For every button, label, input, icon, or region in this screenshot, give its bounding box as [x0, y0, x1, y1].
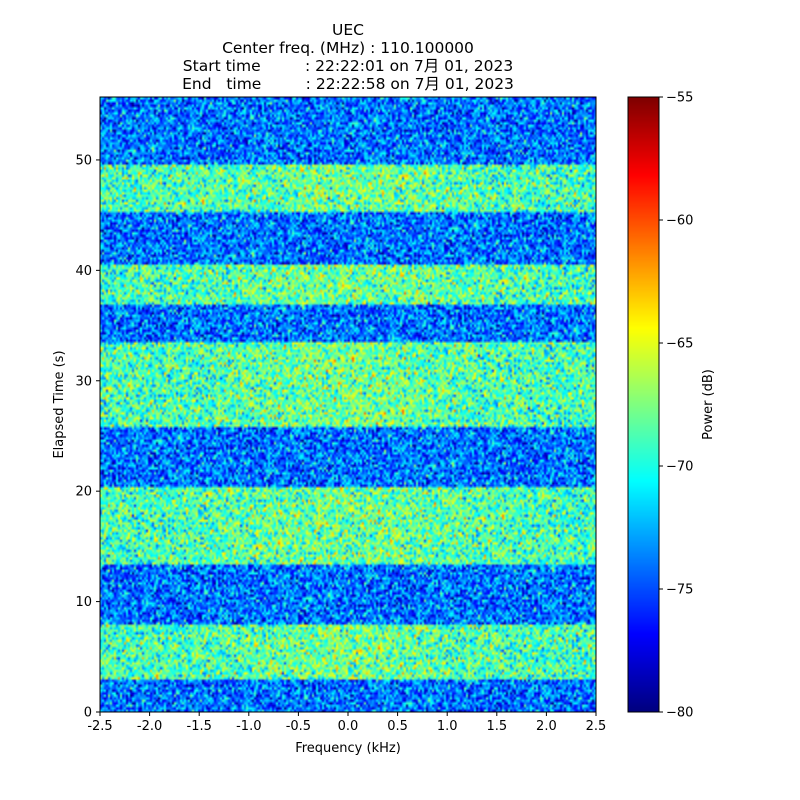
x-axis: -2.5 -2.0 -1.5 -1.0 -0.5 0.0 0.5 1.0 1.5 2.0 2.5	[87, 712, 606, 734]
x-tick-label: 2.5	[586, 719, 607, 734]
colorbar-tick-label: −65	[666, 337, 693, 352]
colorbar-tick-label: −55	[666, 91, 693, 106]
colorbar-gradient	[628, 97, 659, 712]
colorbar-tick-label: −70	[666, 460, 693, 475]
x-tick-label: -1.5	[187, 719, 212, 734]
x-tick-label: 1.5	[486, 719, 507, 734]
y-tick-label: 0	[84, 706, 92, 721]
colorbar-tick-label: −60	[666, 214, 693, 229]
plot-frame	[99, 96, 597, 713]
center-frequency-line: Center freq. (MHz) : 110.100000	[222, 39, 474, 57]
y-axis-label: Elapsed Time (s)	[52, 350, 67, 458]
colorbar-tick-label: −80	[666, 706, 693, 721]
start-time-line: Start time : 22:22:01 on 7月 01, 2023	[182, 57, 514, 75]
colorbar-label: Power (dB)	[701, 369, 716, 440]
y-tick-label: 50	[75, 153, 92, 168]
x-tick-label: 0.5	[387, 719, 408, 734]
y-tick-label: 10	[75, 595, 92, 610]
x-tick-label: -0.5	[286, 719, 311, 734]
spectrogram-heatmap	[100, 97, 596, 712]
x-tick-label: -2.5	[87, 719, 112, 734]
x-axis-label: Frequency (kHz)	[295, 741, 401, 756]
y-tick-label: 20	[75, 485, 92, 500]
x-tick-label: 2.0	[536, 719, 557, 734]
y-axis: 0 10 20 30 40 50	[75, 153, 100, 721]
x-tick-label: -1.0	[236, 719, 261, 734]
y-tick-label: 40	[75, 264, 92, 279]
colorbar-axis: −80 −75 −70 −65 −60 −55	[659, 91, 693, 721]
chart-title: UEC	[332, 21, 364, 39]
colorbar-frame	[627, 96, 660, 713]
x-tick-label: -2.0	[137, 719, 162, 734]
y-tick-label: 30	[75, 374, 92, 389]
end-time-line: End time : 22:22:58 on 7月 01, 2023	[182, 75, 514, 93]
x-tick-label: 0.0	[338, 719, 359, 734]
x-tick-label: 1.0	[437, 719, 458, 734]
colorbar-tick-label: −75	[666, 583, 693, 598]
